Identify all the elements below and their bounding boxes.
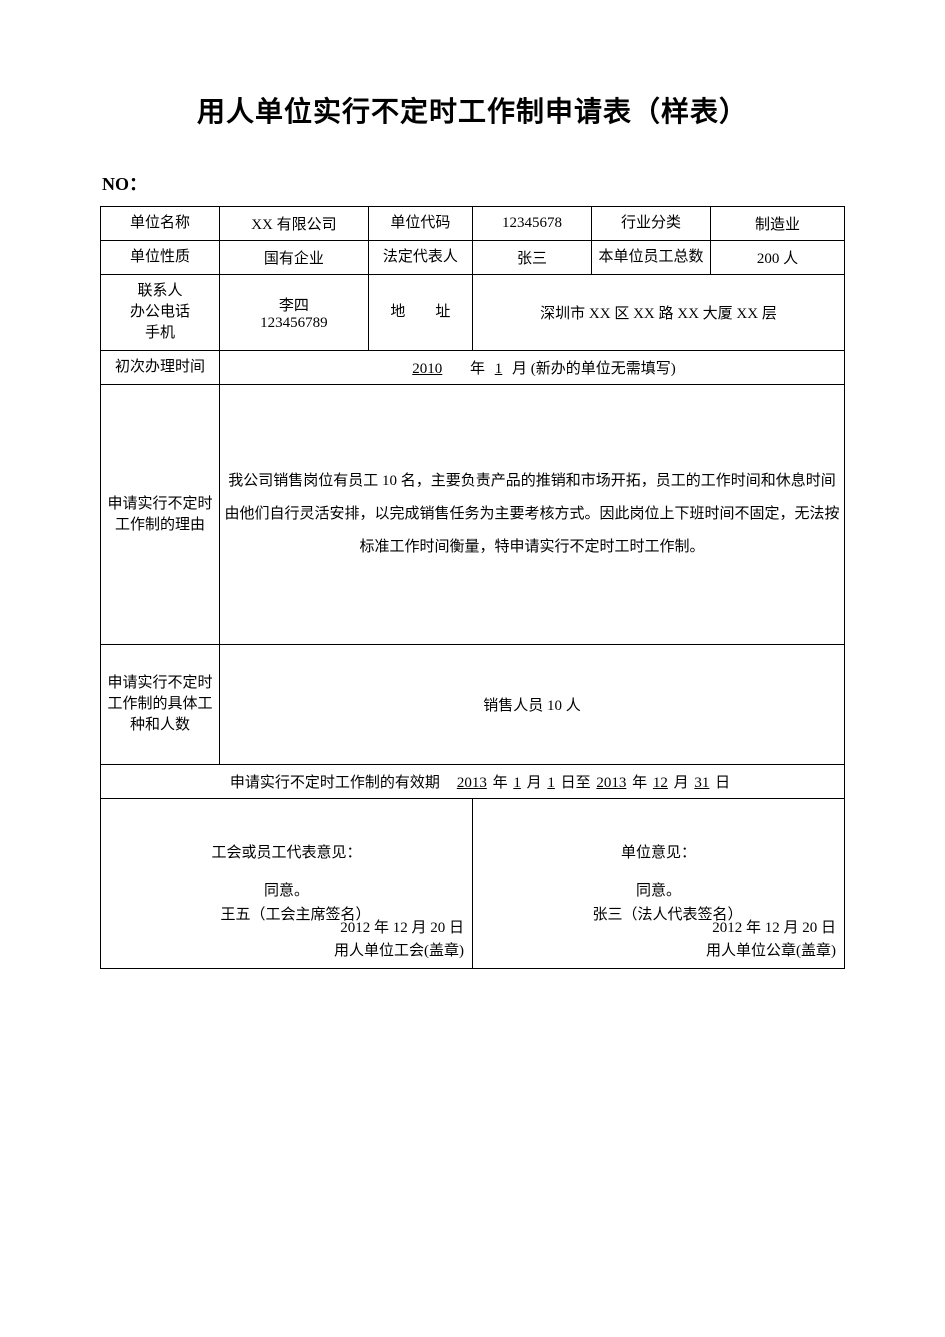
label-company-code: 单位代码 [368, 207, 472, 241]
employer-seal: 用人单位公章(盖章) [706, 940, 836, 963]
period-label: 申请实行不定时工作制的有效期 [230, 775, 440, 791]
employer-agree: 同意。 [477, 879, 840, 903]
period-m1: 1 [511, 775, 523, 791]
value-first-time: 2010 年 1 月 (新办的单位无需填写) [220, 351, 845, 385]
label-workers: 申请实行不定时工作制的具体工种和人数 [101, 645, 220, 765]
period-y1: 2013 [455, 775, 489, 791]
value-industry: 制造业 [711, 207, 845, 241]
value-workers: 销售人员 10 人 [220, 645, 845, 765]
no-label: NO： [102, 170, 845, 196]
table-row: 申请实行不定时工作制的有效期 2013 年 1 月 1 日至 2013 年 12… [101, 765, 845, 799]
union-date: 2012 年 12 月 20 日 [334, 917, 464, 940]
union-seal: 用人单位工会(盖章) [334, 940, 464, 963]
label-legal-rep: 法定代表人 [368, 241, 472, 275]
value-company-code: 12345678 [472, 207, 591, 241]
first-month: 1 [489, 361, 509, 377]
application-table: 单位名称 XX 有限公司 单位代码 12345678 行业分类 制造业 单位性质… [100, 206, 845, 969]
value-contact: 李四 123456789 [220, 275, 369, 351]
label-first-time: 初次办理时间 [101, 351, 220, 385]
period-d1: 1 [545, 775, 557, 791]
value-reason: 我公司销售岗位有员工 10 名，主要负责产品的推销和市场开拓，员工的工作时间和休… [220, 385, 845, 645]
period-y2: 2013 [594, 775, 628, 791]
label-industry: 行业分类 [592, 207, 711, 241]
table-row: 工会或员工代表意见： 同意。 王五（工会主席签名） 2012 年 12 月 20… [101, 799, 845, 969]
value-employee-total: 200 人 [711, 241, 845, 275]
table-row: 初次办理时间 2010 年 1 月 (新办的单位无需填写) [101, 351, 845, 385]
label-company-name: 单位名称 [101, 207, 220, 241]
table-row: 申请实行不定时工作制的理由 我公司销售岗位有员工 10 名，主要负责产品的推销和… [101, 385, 845, 645]
value-company-name: XX 有限公司 [220, 207, 369, 241]
value-company-nature: 国有企业 [220, 241, 369, 275]
label-contact: 联系人 办公电话 手机 [101, 275, 220, 351]
table-row: 单位性质 国有企业 法定代表人 张三 本单位员工总数 200 人 [101, 241, 845, 275]
union-opinion: 工会或员工代表意见： 同意。 王五（工会主席签名） 2012 年 12 月 20… [101, 799, 473, 969]
union-agree: 同意。 [105, 879, 468, 903]
employer-date: 2012 年 12 月 20 日 [706, 917, 836, 940]
value-legal-rep: 张三 [472, 241, 591, 275]
year-unit: 年 [470, 361, 489, 377]
period-m2: 12 [651, 775, 670, 791]
table-row: 单位名称 XX 有限公司 单位代码 12345678 行业分类 制造业 [101, 207, 845, 241]
validity-period: 申请实行不定时工作制的有效期 2013 年 1 月 1 日至 2013 年 12… [101, 765, 845, 799]
label-employee-total: 本单位员工总数 [592, 241, 711, 275]
employer-heading: 单位意见： [477, 841, 840, 865]
page-title: 用人单位实行不定时工作制申请表（样表） [100, 90, 845, 130]
label-reason: 申请实行不定时工作制的理由 [101, 385, 220, 645]
table-row: 联系人 办公电话 手机 李四 123456789 地 址 深圳市 XX 区 XX… [101, 275, 845, 351]
label-company-nature: 单位性质 [101, 241, 220, 275]
month-unit: 月 [512, 361, 527, 377]
label-address: 地 址 [368, 275, 472, 351]
first-suffix: (新办的单位无需填写) [531, 361, 676, 377]
period-d2: 31 [692, 775, 711, 791]
table-row: 申请实行不定时工作制的具体工种和人数 销售人员 10 人 [101, 645, 845, 765]
value-address: 深圳市 XX 区 XX 路 XX 大厦 XX 层 [472, 275, 844, 351]
employer-opinion: 单位意见： 同意。 张三（法人代表签名） 2012 年 12 月 20 日 用人… [472, 799, 844, 969]
union-heading: 工会或员工代表意见： [105, 841, 468, 865]
first-year: 2010 [388, 361, 466, 377]
